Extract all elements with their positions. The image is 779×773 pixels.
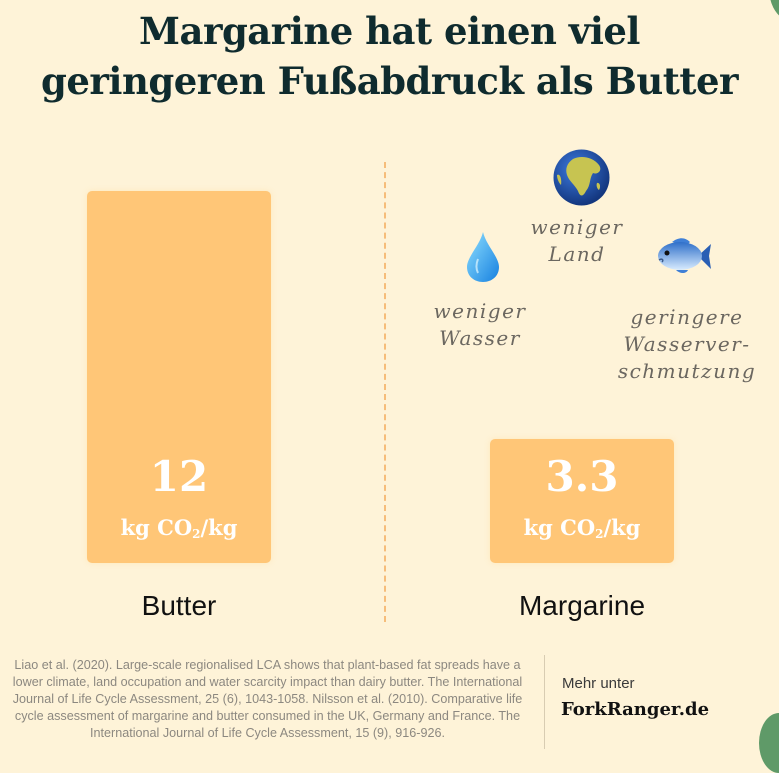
bar-butter: 12 kg CO2/kg [87, 191, 271, 563]
dashed-divider [384, 162, 386, 622]
unit-subscript: 2 [192, 527, 201, 541]
more-info-label: Mehr unter [562, 675, 635, 692]
unit-suffix: /kg [603, 515, 641, 540]
bar-margarine: 3.3 kg CO2/kg [490, 439, 674, 563]
unit-prefix: kg CO [523, 515, 596, 540]
globe-icon [553, 149, 610, 210]
water-drop-icon [466, 231, 500, 287]
unit-subscript: 2 [595, 527, 604, 541]
unit-prefix: kg CO [120, 515, 193, 540]
category-label-margarine: Margarine [518, 590, 646, 621]
bar-unit-margarine: kg CO2/kg [490, 515, 674, 547]
unit-suffix: /kg [200, 515, 238, 540]
title-line-2: geringeren Fußabdruck als Butter [40, 59, 739, 103]
source-citation: Liao et al. (2020). Large-scale regional… [12, 658, 523, 740]
category-label-butter: Butter [141, 590, 217, 621]
bar-unit-butter: kg CO2/kg [87, 515, 271, 547]
website-link[interactable]: ForkRanger.de [561, 699, 710, 720]
title-line-1: Margarine hat einen viel [139, 9, 640, 53]
fish-icon [656, 236, 712, 280]
annotation-less-water-pollution: geringere Wasserver- schmutzung [617, 305, 757, 383]
bar-value-butter: 12 [149, 452, 209, 501]
annotation-less-water: weniger Wasser [433, 299, 527, 350]
footer-divider [544, 655, 545, 749]
bar-value-margarine: 3.3 [545, 452, 619, 501]
chart-title: Margarine hat einen viel geringeren Fußa… [0, 6, 779, 106]
decorative-leaf-bottom [759, 713, 779, 773]
annotation-less-land: weniger Land [530, 215, 624, 266]
